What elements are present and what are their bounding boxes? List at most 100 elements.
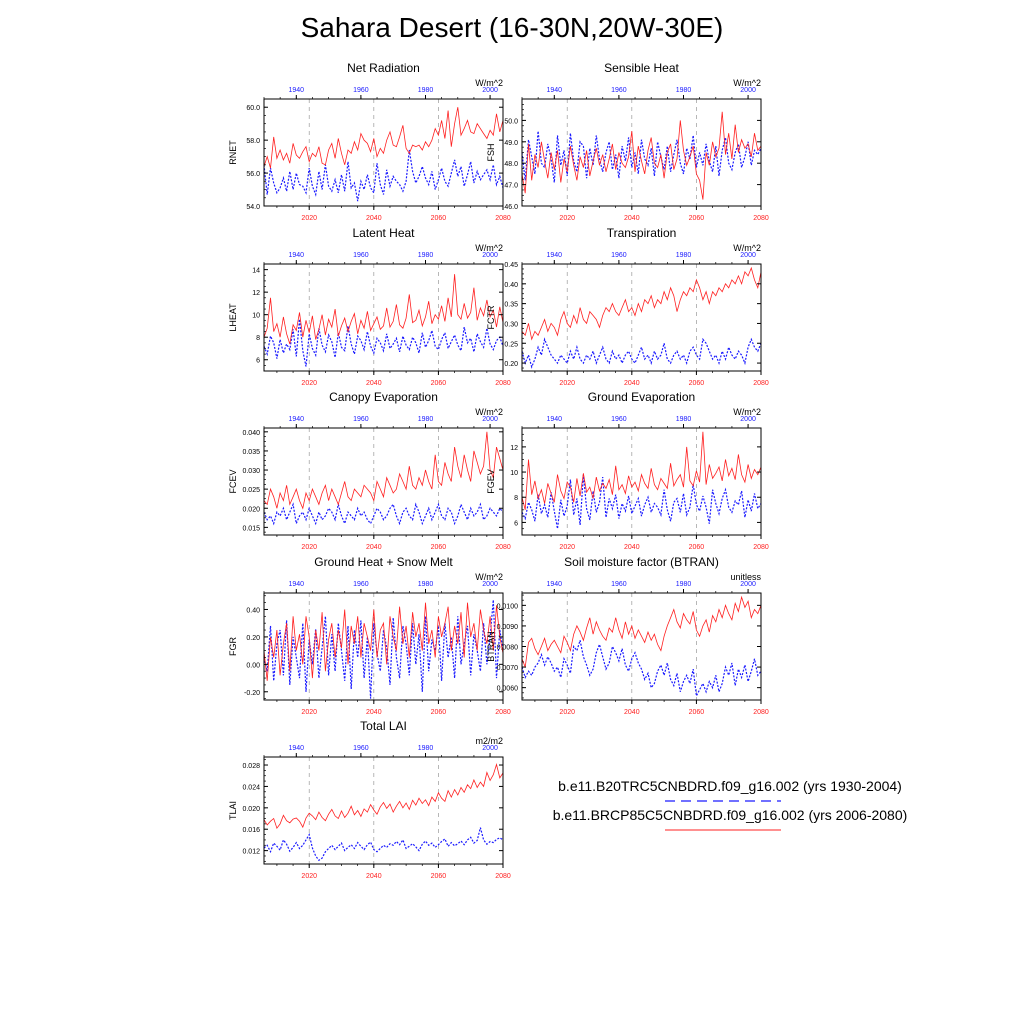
x-bottom-tick-label: 2080 [495, 380, 511, 387]
x-bottom-tick-label: 2080 [753, 380, 769, 387]
x-bottom-tick-label: 2040 [366, 873, 382, 880]
x-bottom-tick-label: 2040 [366, 215, 382, 222]
y-axis-label: FGEV [486, 469, 496, 494]
panel-title: Soil moisture factor (BTRAN) [564, 555, 719, 569]
x-bottom-tick-label: 2060 [431, 215, 447, 222]
x-bottom-tick-label: 2060 [431, 544, 447, 551]
y-tick-label: 0.25 [504, 341, 518, 348]
panel-title: Sensible Heat [604, 61, 679, 75]
y-tick-label: -0.20 [244, 690, 260, 697]
y-axis-label: FCTR [486, 305, 496, 329]
panel-title: Transpiration [607, 226, 677, 240]
series-line-fut [263, 602, 504, 681]
unit-label: W/m^2 [475, 78, 503, 88]
y-tick-label: 58.0 [246, 138, 260, 145]
x-top-tick-label: 1940 [289, 252, 305, 259]
unit-label: W/m^2 [733, 407, 761, 417]
x-bottom-tick-label: 2060 [689, 215, 705, 222]
x-bottom-tick-label: 2060 [689, 709, 705, 716]
x-bottom-tick-label: 2080 [753, 215, 769, 222]
plot-frame [521, 427, 762, 536]
x-top-tick-label: 1940 [547, 87, 563, 94]
panel-fgr: Ground Heat + Snow Melt W/m^2 -0.20 0.00 0.2… [228, 555, 511, 716]
x-bottom-tick-label: 2080 [753, 544, 769, 551]
x-top-tick-label: 1940 [547, 581, 563, 588]
x-top-tick-label: 1980 [676, 581, 692, 588]
x-bottom-tick-label: 2040 [624, 215, 640, 222]
y-tick-label: 6 [256, 358, 260, 365]
y-tick-label: 10 [510, 470, 518, 477]
series-line-hist [521, 474, 762, 529]
x-top-tick-label: 1960 [611, 416, 627, 423]
x-bottom-tick-label: 2040 [624, 709, 640, 716]
x-top-tick-label: 1980 [418, 252, 434, 259]
x-bottom-tick-label: 2040 [366, 544, 382, 551]
x-top-tick-label: 1980 [676, 252, 692, 259]
unit-label: W/m^2 [475, 572, 503, 582]
series-line-hist [263, 319, 504, 367]
x-top-tick-label: 1940 [547, 252, 563, 259]
series-line-fut [263, 274, 504, 345]
x-top-tick-label: 1940 [289, 87, 305, 94]
series-line-fut [263, 763, 504, 830]
x-bottom-tick-label: 2040 [366, 709, 382, 716]
y-tick-label: 54.0 [246, 204, 260, 211]
panel-fgev: Ground Evaporation W/m^2 6 8 10 12 FGEV 1940 196… [486, 390, 769, 551]
x-top-tick-label: 1980 [418, 581, 434, 588]
y-tick-label: 12 [252, 290, 260, 297]
x-bottom-tick-label: 2020 [559, 709, 575, 716]
y-tick-label: 46.0 [504, 204, 518, 211]
y-axis-label: FCEV [228, 469, 238, 493]
unit-label: W/m^2 [475, 407, 503, 417]
panel-title: Latent Heat [352, 226, 415, 240]
panel-title: Total LAI [360, 719, 407, 733]
x-top-tick-label: 1960 [611, 252, 627, 259]
plot-frame [263, 756, 504, 865]
x-top-tick-label: 1960 [353, 745, 369, 752]
x-bottom-tick-label: 2020 [301, 215, 317, 222]
panel-title: Ground Heat + Snow Melt [314, 555, 453, 569]
y-tick-label: 0.40 [246, 607, 260, 614]
y-tick-label: 0.024 [242, 784, 260, 791]
x-bottom-tick-label: 2080 [495, 709, 511, 716]
x-top-tick-label: 1940 [289, 416, 305, 423]
y-tick-label: 0.020 [242, 506, 260, 513]
x-bottom-tick-label: 2040 [624, 544, 640, 551]
x-bottom-tick-label: 2080 [495, 873, 511, 880]
x-bottom-tick-label: 2040 [366, 380, 382, 387]
panel-fsh: Sensible Heat W/m^2 46.0 47.0 48.0 49.0 50.0 FS… [486, 61, 769, 222]
x-top-tick-label: 2000 [740, 416, 756, 423]
unit-label: W/m^2 [475, 243, 503, 253]
y-tick-label: 49.0 [504, 140, 518, 147]
y-tick-label: 8 [256, 335, 260, 342]
unit-label: W/m^2 [733, 78, 761, 88]
plot-frame [521, 263, 762, 372]
legend-hist-swatch [665, 800, 781, 802]
series-line-fut [263, 431, 504, 510]
x-bottom-tick-label: 2020 [301, 380, 317, 387]
y-axis-label: LHEAT [228, 303, 238, 332]
x-bottom-tick-label: 2020 [559, 544, 575, 551]
series-line-hist [263, 149, 504, 202]
panel-lheat: Latent Heat W/m^2 6 8 10 12 14 LHEAT 1940 1960 198… [228, 226, 511, 387]
x-top-tick-label: 2000 [482, 416, 498, 423]
x-top-tick-label: 1980 [676, 416, 692, 423]
x-bottom-tick-label: 2060 [431, 380, 447, 387]
panel-fctr: Transpiration W/m^2 0.20 0.25 0.30 0.35 0.40 0.… [486, 226, 769, 387]
x-top-tick-label: 1960 [611, 87, 627, 94]
unit-label: unitless [730, 572, 761, 582]
y-tick-label: 0.0060 [497, 686, 519, 693]
y-axis-label: BTRAN [486, 631, 496, 662]
series-line-fut [263, 107, 504, 169]
y-tick-label: 0.040 [242, 430, 260, 437]
y-tick-label: 0.016 [242, 827, 260, 834]
x-bottom-tick-label: 2020 [301, 709, 317, 716]
x-top-tick-label: 2000 [740, 87, 756, 94]
panel-title: Canopy Evaporation [329, 390, 438, 404]
x-top-tick-label: 2000 [740, 252, 756, 259]
x-bottom-tick-label: 2020 [559, 215, 575, 222]
series-line-hist [263, 827, 504, 862]
y-tick-label: 56.0 [246, 171, 260, 178]
series-line-fut [521, 266, 762, 341]
